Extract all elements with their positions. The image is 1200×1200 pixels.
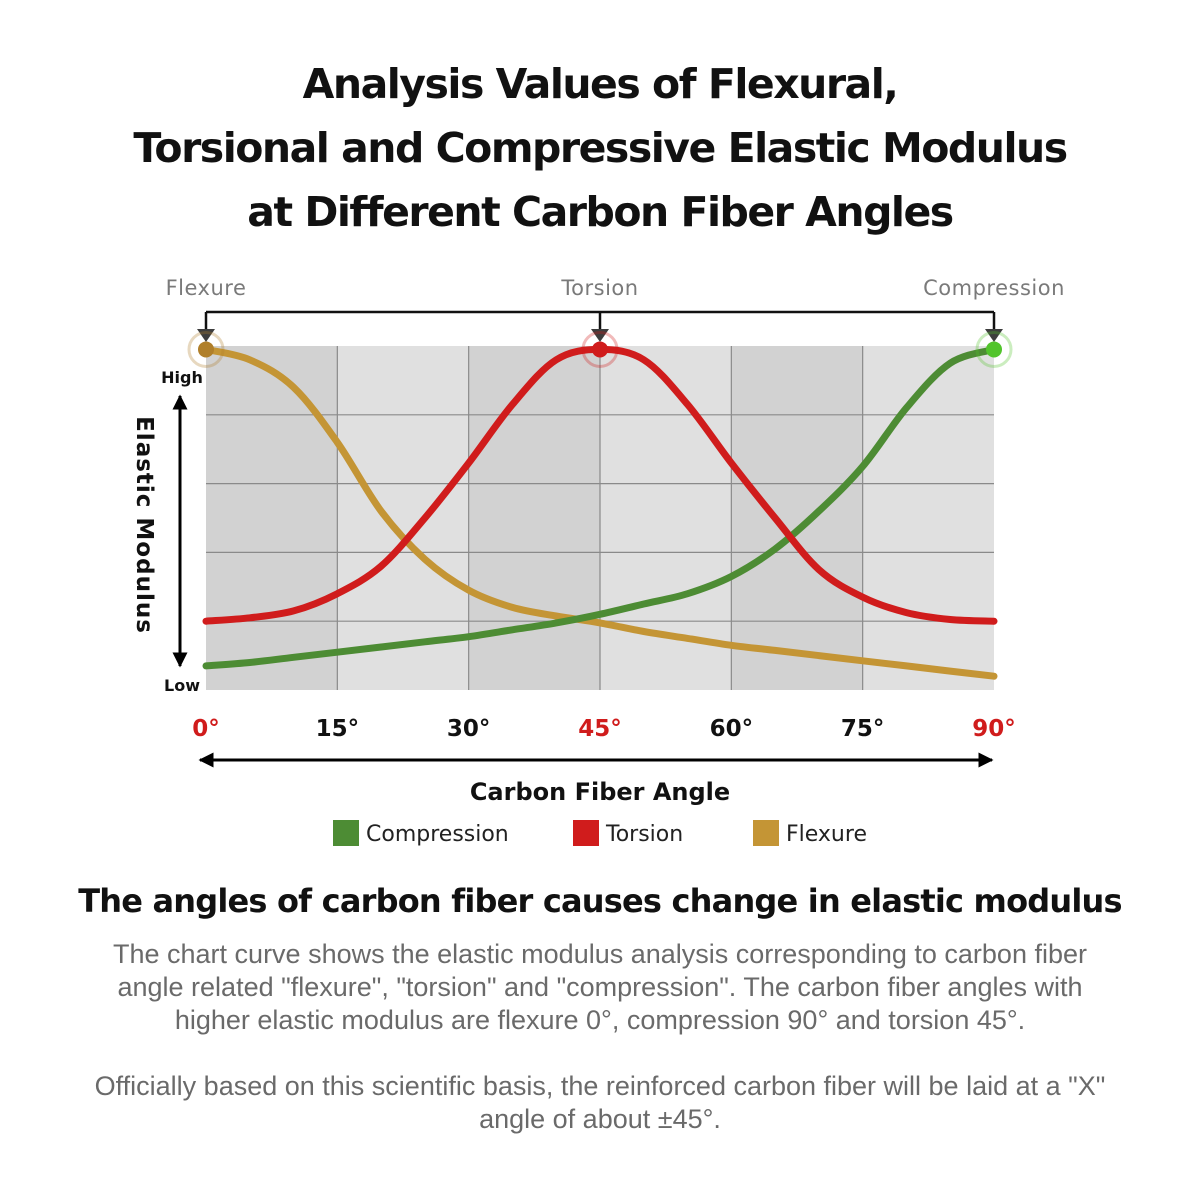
plot-grid	[206, 346, 994, 690]
x-tick-label: 75°	[841, 716, 885, 742]
x-tick-label: 30°	[447, 716, 491, 742]
x-tick-label: 90°	[972, 716, 1016, 742]
page-title: Analysis Values of Flexural, Torsional a…	[0, 52, 1200, 244]
legend-swatch-flexure	[753, 820, 779, 846]
series-line-flexure	[202, 345, 998, 680]
peak-dot-flexure	[198, 341, 214, 358]
section-heading: The angles of carbon fiber causes change…	[78, 882, 1122, 920]
peak-label-flexure: Flexure	[166, 276, 247, 300]
plot-band	[862, 346, 994, 690]
chart-legend: Compression Torsion Flexure	[333, 820, 867, 847]
peak-dot-torsion	[592, 341, 608, 358]
peak-halo-torsion	[581, 330, 619, 368]
peak-dot-compression	[986, 341, 1002, 358]
legend-label-torsion: Torsion	[605, 822, 683, 847]
peak-markers: Flexure Torsion Compression	[166, 276, 1065, 368]
peak-pointer-icon	[591, 329, 609, 342]
peak-label-torsion: Torsion	[560, 276, 638, 300]
y-axis-title: Elastic Modulus	[131, 416, 157, 634]
y-axis-low-label: Low	[164, 676, 200, 695]
x-axis-title: Carbon Fiber Angle	[470, 778, 730, 806]
peak-pointer-icon	[985, 329, 1003, 342]
conclusion-paragraph: Officially based on this scientific basi…	[94, 1071, 1106, 1134]
peak-label-compression: Compression	[923, 276, 1065, 300]
plot-background	[206, 346, 994, 690]
title-line-3: at Different Carbon Fiber Angles	[247, 188, 954, 236]
legend-swatch-compression	[333, 820, 359, 846]
peak-halo-compression	[975, 330, 1013, 368]
peak-pointer-icon	[197, 329, 215, 342]
description-paragraph: The chart curve shows the elastic modulu…	[113, 939, 1087, 1035]
x-tick-label: 45°	[578, 716, 622, 742]
legend-label-flexure: Flexure	[786, 822, 867, 847]
x-tick-labels: 0° 15° 30° 45° 60° 75° 90°	[192, 716, 1016, 742]
x-tick-label: 60°	[710, 716, 754, 742]
x-tick-label: 15°	[316, 716, 360, 742]
plot-band	[468, 346, 600, 690]
plot-axes	[172, 394, 994, 768]
plot-band	[206, 346, 338, 690]
title-line-2: Torsional and Compressive Elastic Modulu…	[133, 124, 1068, 172]
legend-swatch-torsion	[573, 820, 599, 846]
elastic-modulus-chart: Flexure Torsion Compression 0° 15° 30° 45° 60°…	[131, 276, 1065, 847]
x-tick-label: 0°	[192, 716, 220, 742]
plot-band	[731, 346, 863, 690]
peak-halo-flexure	[187, 330, 225, 368]
plot-band	[337, 346, 469, 690]
title-line-1: Analysis Values of Flexural,	[302, 60, 899, 108]
legend-label-compression: Compression	[366, 822, 509, 847]
series-line-compression	[202, 345, 998, 670]
y-axis-high-label: High	[161, 368, 203, 387]
